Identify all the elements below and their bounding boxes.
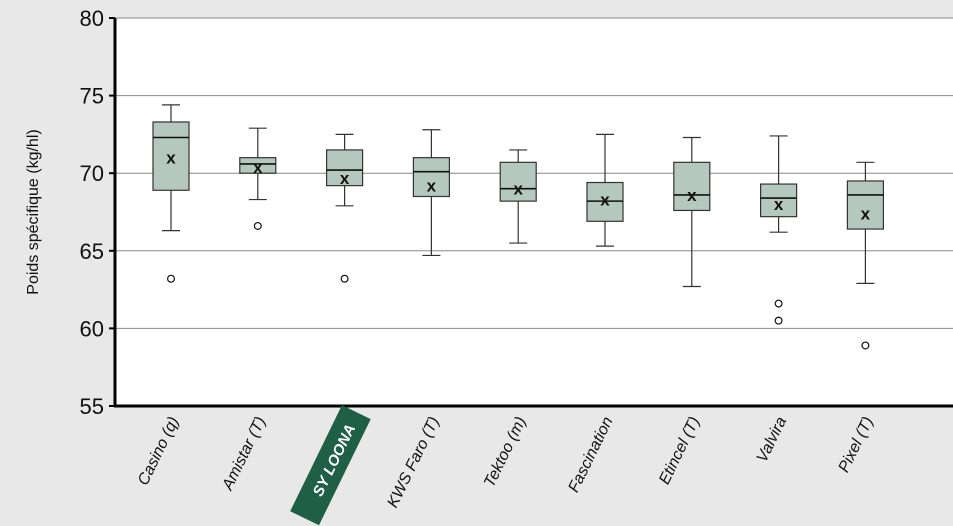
mean-marker: x xyxy=(861,205,871,224)
mean-marker: x xyxy=(166,149,176,168)
y-axis-title: Poids spécifique (kg/hl) xyxy=(25,129,42,294)
category-label: Tektoo (m) xyxy=(481,414,530,490)
outlier-point xyxy=(253,221,262,230)
category-label: Pixel (T) xyxy=(836,414,877,475)
category-label: Amistar (T) xyxy=(219,414,269,493)
iqr-box xyxy=(412,157,450,198)
box-6: x xyxy=(586,133,624,247)
mean-marker: x xyxy=(687,186,697,205)
outlier-point xyxy=(861,341,870,350)
iqr-box xyxy=(499,161,537,202)
y-tick-label: 55 xyxy=(80,394,104,419)
mean-marker: x xyxy=(427,177,437,196)
boxes-layer: x x x x x x x x x xyxy=(152,104,885,350)
category-labels: Casino (q) Amistar (T) SY LOONA KWS Faro (T… xyxy=(135,405,877,526)
mean-marker: x xyxy=(340,169,350,188)
category-label: KWS Faro (T) xyxy=(384,414,443,510)
y-tick-label: 75 xyxy=(80,84,104,109)
highlight-badge xyxy=(290,405,371,526)
box-5: x xyxy=(499,149,537,244)
mean-marker: x xyxy=(600,191,610,210)
iqr-box xyxy=(846,180,885,230)
outlier-point xyxy=(340,274,349,283)
box-3: x xyxy=(326,133,364,283)
box-4: x xyxy=(412,129,450,257)
category-label-highlight: SY LOONA xyxy=(290,405,371,526)
outlier-point xyxy=(167,274,176,283)
plot-area xyxy=(115,18,953,406)
y-tick-label: 80 xyxy=(80,6,104,31)
category-label: Fascination xyxy=(565,414,616,495)
category-label: Etincel (T) xyxy=(656,414,703,487)
iqr-box xyxy=(326,149,364,187)
iqr-box xyxy=(239,157,277,174)
box-9: x xyxy=(846,161,885,350)
y-tick-label: 60 xyxy=(80,316,104,341)
mean-marker: x xyxy=(253,158,263,177)
box-8: x xyxy=(759,135,798,325)
mean-marker: x xyxy=(774,195,784,214)
box-7: x xyxy=(673,136,711,288)
mean-marker: x xyxy=(513,180,523,199)
axes xyxy=(109,17,953,408)
outlier-point xyxy=(774,316,783,325)
iqr-box xyxy=(759,183,798,218)
category-label: Casino (q) xyxy=(135,414,183,488)
iqr-box xyxy=(152,121,190,191)
box-2: x xyxy=(239,127,277,230)
y-tick-label: 65 xyxy=(80,239,104,264)
y-tick-labels: 55 60 65 70 75 80 xyxy=(80,6,104,419)
iqr-box xyxy=(673,161,711,212)
category-label: Valvira xyxy=(754,414,791,465)
box-1: x xyxy=(152,104,190,283)
outlier-point xyxy=(774,299,783,308)
y-tick-label: 70 xyxy=(80,161,104,186)
